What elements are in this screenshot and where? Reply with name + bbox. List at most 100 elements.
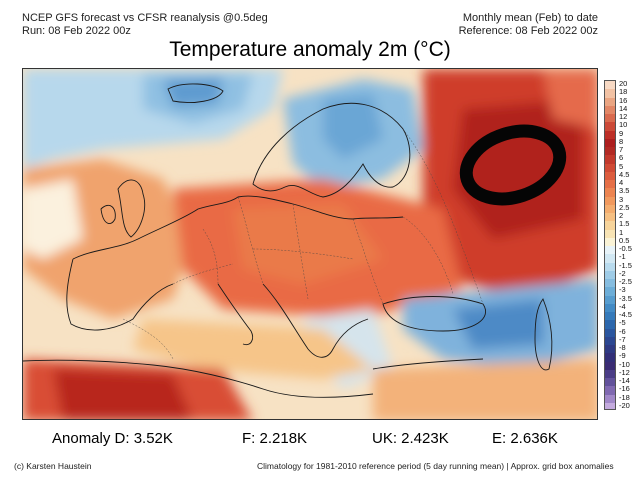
anomaly-map — [22, 68, 598, 420]
color-scale-cell — [605, 254, 615, 263]
climatology-note: Climatology for 1981-2010 reference peri… — [257, 461, 614, 471]
anomaly-field — [23, 69, 597, 419]
color-scale-cell — [605, 130, 615, 139]
color-scale-label: 5 — [619, 161, 624, 171]
run-date: Run: 08 Feb 2022 00z — [22, 25, 131, 37]
color-scale-label: 7 — [619, 145, 624, 155]
color-scale-cell — [605, 336, 615, 345]
copyright: (c) Karsten Haustein — [14, 461, 92, 471]
color-scale-label: -6 — [619, 326, 626, 336]
color-scale-label: -0.5 — [619, 244, 632, 254]
color-scale-label: -1.5 — [619, 260, 632, 270]
color-scale-cell — [605, 229, 615, 238]
color-scale-label: 2.5 — [619, 202, 630, 212]
coastlines — [23, 83, 553, 398]
color-scale-label: 1.5 — [619, 219, 630, 229]
color-scale-label: 8 — [619, 136, 624, 146]
color-scale-label: -16 — [619, 384, 630, 394]
color-scale-cell — [605, 213, 615, 222]
color-scale-cell — [605, 279, 615, 288]
color-scale-label: 3.5 — [619, 186, 630, 196]
color-scale-cell — [605, 369, 615, 378]
color-scale-label: 18 — [619, 87, 628, 97]
stat-uk: UK: 2.423K — [372, 430, 449, 447]
color-scale-cell — [605, 353, 615, 362]
color-scale-cell — [605, 287, 615, 296]
color-scale-cell — [605, 196, 615, 205]
map-title: Temperature anomaly 2m (°C) — [169, 38, 451, 61]
color-scale-label: 20 — [619, 79, 628, 89]
borders — [122, 128, 484, 360]
color-scale-cell — [605, 394, 615, 403]
color-scale-cell — [605, 345, 615, 354]
color-scale-label: -3.5 — [619, 293, 632, 303]
color-scale-cell — [605, 114, 615, 123]
color-scale-label: -14 — [619, 376, 630, 386]
color-scale-label: -9 — [619, 351, 626, 361]
color-scale-label: 9 — [619, 128, 624, 138]
stat-france: F: 2.218K — [242, 430, 308, 447]
color-scale-cell — [605, 303, 615, 312]
color-scale-label: -3 — [619, 285, 626, 295]
color-scale-cell — [605, 171, 615, 180]
color-scale-label: -2.5 — [619, 277, 632, 287]
color-scale-cell — [605, 138, 615, 147]
color-scale-cell — [605, 270, 615, 279]
color-scale-cell — [605, 312, 615, 321]
color-scale-label: 4.5 — [619, 169, 630, 179]
color-scale-label: -4 — [619, 301, 626, 311]
color-scale-label: 4 — [619, 178, 624, 188]
color-scale-label: 16 — [619, 95, 628, 105]
color-scale-label: 3 — [619, 194, 624, 204]
color-scale-cell — [605, 295, 615, 304]
color-scale-cell — [605, 155, 615, 164]
color-scale-label: 2 — [619, 211, 624, 221]
color-scale-label: -5 — [619, 318, 626, 328]
color-scale — [604, 80, 616, 410]
color-scale-cell — [605, 221, 615, 230]
color-scale-cell — [605, 378, 615, 387]
color-scale-label: -7 — [619, 334, 626, 344]
map-canvas — [23, 69, 597, 419]
color-scale-cell — [605, 89, 615, 98]
color-scale-labels: 20 18 16 14 12 10 9 8 7 6 5 4.5 4 3.5 3 2.5 2 1.5 1 0.5 -0.5… — [619, 80, 640, 410]
color-scale-cell — [605, 180, 615, 189]
color-scale-cell — [605, 402, 615, 409]
color-scale-cell — [605, 361, 615, 370]
color-scale-cell — [605, 320, 615, 329]
color-scale-cell — [605, 147, 615, 156]
color-scale-label: -4.5 — [619, 310, 632, 320]
color-scale-label: 0.5 — [619, 235, 630, 245]
color-scale-cell — [605, 105, 615, 114]
color-scale-label: -2 — [619, 268, 626, 278]
color-scale-cell — [605, 188, 615, 197]
period-label: Monthly mean (Feb) to date — [462, 12, 598, 24]
color-scale-label: -1 — [619, 252, 626, 262]
color-scale-cell — [605, 386, 615, 395]
stat-spain: E: 2.636K — [492, 430, 558, 447]
color-scale-label: 12 — [619, 112, 628, 122]
period-info: Monthly mean (Feb) to date Reference: 08… — [459, 12, 598, 38]
color-scale-cell — [605, 328, 615, 337]
model-label: NCEP GFS forecast vs CFSR reanalysis @0.… — [22, 12, 268, 24]
color-scale-label: -18 — [619, 392, 630, 402]
color-scale-cell — [605, 81, 615, 90]
color-scale-cell — [605, 262, 615, 271]
color-scale-cell — [605, 163, 615, 172]
color-scale-label: -12 — [619, 367, 630, 377]
color-scale-cell — [605, 246, 615, 255]
color-scale-label: 1 — [619, 227, 624, 237]
color-scale-label: 14 — [619, 103, 628, 113]
color-scale-label: -8 — [619, 343, 626, 353]
color-scale-cell — [605, 122, 615, 131]
run-info: NCEP GFS forecast vs CFSR reanalysis @0.… — [22, 12, 268, 38]
anomaly-stats: Anomaly D: 3.52K F: 2.218K UK: 2.423K E:… — [0, 430, 640, 450]
stat-germany: Anomaly D: 3.52K — [52, 430, 173, 447]
color-scale-cell — [605, 237, 615, 246]
reference-date: Reference: 08 Feb 2022 00z — [458, 25, 598, 37]
color-scale-label: -10 — [619, 359, 630, 369]
color-scale-label: 6 — [619, 153, 624, 163]
color-scale-label: 10 — [619, 120, 628, 130]
annotation-circle — [459, 124, 567, 206]
color-scale-cell — [605, 97, 615, 106]
